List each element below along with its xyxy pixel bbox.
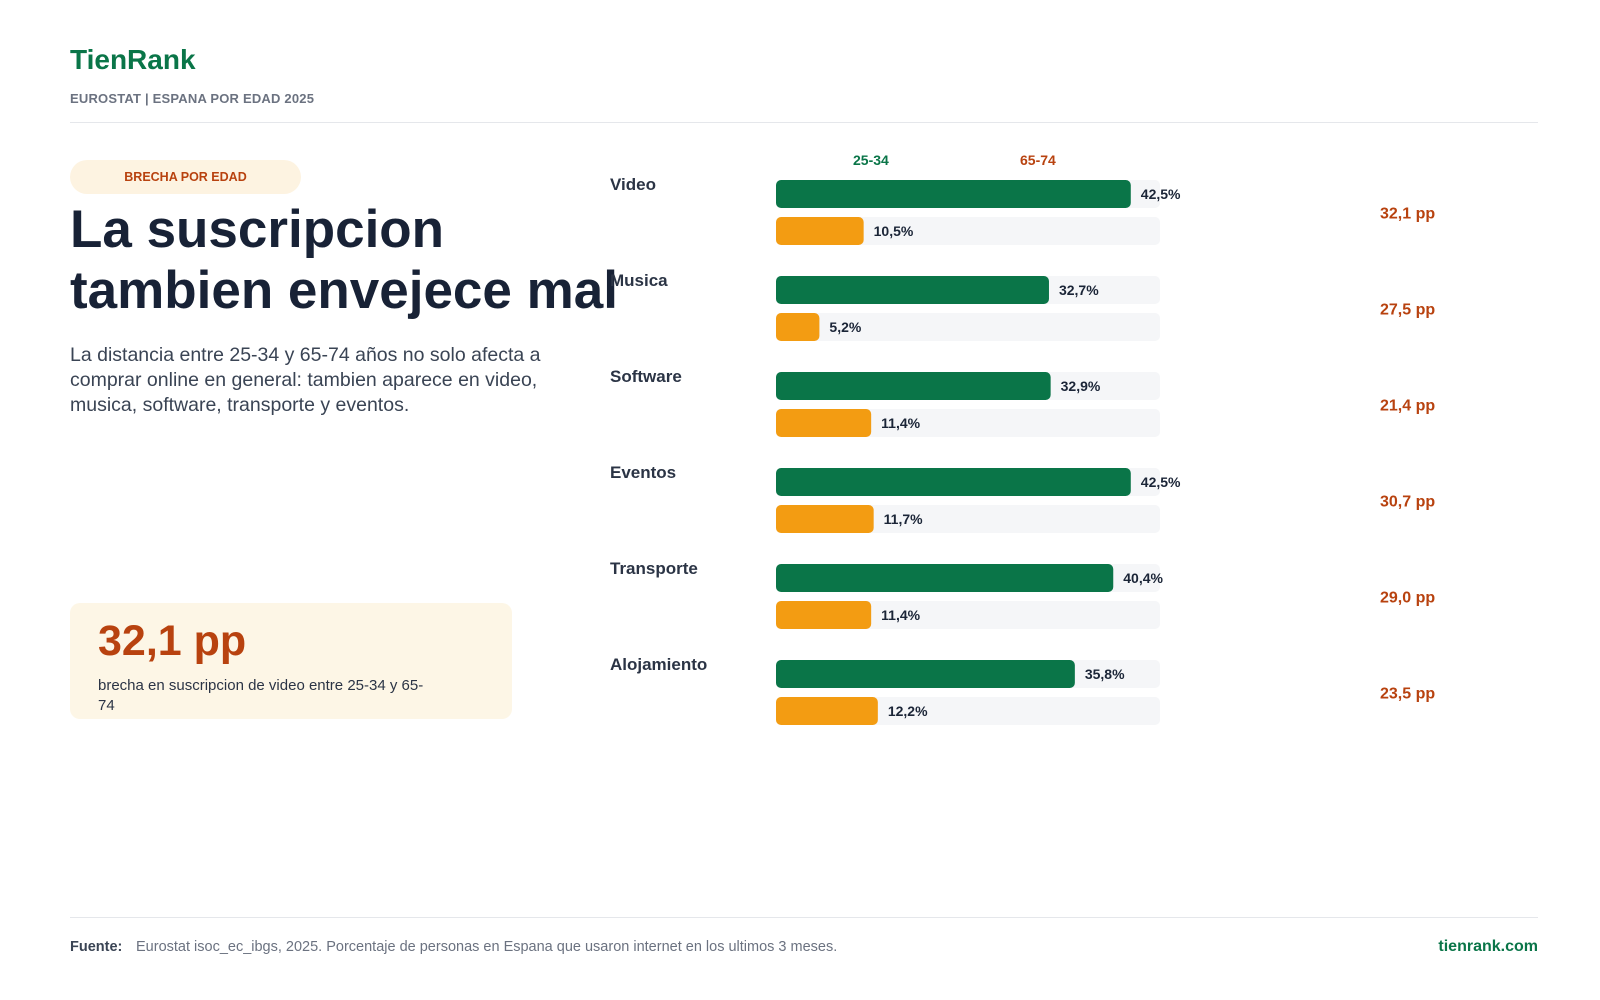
bar-track bbox=[776, 313, 1160, 341]
site-link[interactable]: tienrank.com bbox=[1438, 938, 1538, 955]
bar-65-74-software bbox=[776, 409, 872, 437]
bar-25-34-software bbox=[776, 372, 1051, 400]
bar-65-74-eventos bbox=[776, 505, 874, 533]
bar-25-34-musica bbox=[776, 276, 1049, 304]
title-line-2: tambien envejece mal bbox=[70, 261, 618, 320]
bar-65-74-alojamiento bbox=[776, 697, 878, 725]
topic-tag: BRECHA POR EDAD bbox=[70, 160, 301, 194]
value-label: 32,7% bbox=[1059, 282, 1099, 298]
bar-65-74-transporte bbox=[776, 601, 872, 629]
bar-track bbox=[776, 409, 1160, 437]
bar-track bbox=[776, 601, 1160, 629]
value-label: 12,2% bbox=[888, 703, 928, 719]
category-label-eventos: Eventos bbox=[610, 463, 676, 482]
legend-item-65-74: 65-74 bbox=[1020, 152, 1056, 168]
gap-label-software: 21,4 pp bbox=[1380, 398, 1435, 415]
kpi-card: 32,1 pp brecha en suscripcion de video e… bbox=[70, 603, 512, 719]
gap-label-transporte: 29,0 pp bbox=[1380, 590, 1435, 607]
chart-svg: Video 42,5% 10,5% 32,1 pp Musica 32,7% 5,2% 27,… bbox=[610, 175, 1435, 725]
value-label: 40,4% bbox=[1123, 570, 1163, 586]
kpi-label: brecha en suscripcion de video entre 25-… bbox=[98, 677, 424, 714]
title-line-1: La suscripcion bbox=[70, 200, 445, 259]
source-label: Fuente: bbox=[70, 939, 123, 955]
gap-label-alojamiento: 23,5 pp bbox=[1380, 686, 1435, 703]
bar-25-34-video bbox=[776, 180, 1131, 208]
value-label: 42,5% bbox=[1141, 186, 1181, 202]
page-subtitle: EUROSTAT | ESPANA POR EDAD 2025 bbox=[70, 91, 315, 106]
value-label: 11,4% bbox=[881, 607, 920, 623]
intro-description: La distancia entre 25-34 y 65-74 años no… bbox=[70, 344, 541, 416]
category-label-musica: Musica bbox=[610, 271, 668, 290]
gap-label-musica: 27,5 pp bbox=[1380, 302, 1435, 319]
legend-item-25-34: 25-34 bbox=[853, 152, 889, 168]
value-label: 10,5% bbox=[874, 223, 914, 239]
bar-25-34-transporte bbox=[776, 564, 1114, 592]
value-label: 35,8% bbox=[1085, 666, 1125, 682]
value-label: 42,5% bbox=[1141, 474, 1181, 490]
bar-track bbox=[776, 217, 1160, 245]
category-label-video: Video bbox=[610, 175, 656, 194]
page-title: La suscripcion tambien envejece mal bbox=[70, 199, 618, 321]
value-label: 11,7% bbox=[884, 511, 923, 527]
header-divider bbox=[70, 122, 1538, 123]
category-label-alojamiento: Alojamiento bbox=[610, 655, 707, 674]
bar-chart: 25-34 65-74 Video 42,5% 10,5% 32,1 pp Musica… bbox=[600, 140, 1600, 760]
brand-logo: TienRank bbox=[70, 44, 196, 75]
bar-25-34-alojamiento bbox=[776, 660, 1075, 688]
category-label-transporte: Transporte bbox=[610, 559, 698, 578]
gap-label-eventos: 30,7 pp bbox=[1380, 494, 1435, 511]
bar-65-74-musica bbox=[776, 313, 820, 341]
value-label: 5,2% bbox=[829, 319, 861, 335]
gap-label-video: 32,1 pp bbox=[1380, 206, 1435, 223]
source-text: Eurostat isoc_ec_ibgs, 2025. Porcentaje … bbox=[136, 939, 838, 955]
footer-divider bbox=[70, 917, 1538, 918]
bar-65-74-video bbox=[776, 217, 864, 245]
value-label: 32,9% bbox=[1061, 378, 1101, 394]
category-label-software: Software bbox=[610, 367, 682, 386]
kpi-value: 32,1 pp bbox=[98, 617, 247, 665]
value-label: 11,4% bbox=[881, 415, 920, 431]
bar-25-34-eventos bbox=[776, 468, 1131, 496]
